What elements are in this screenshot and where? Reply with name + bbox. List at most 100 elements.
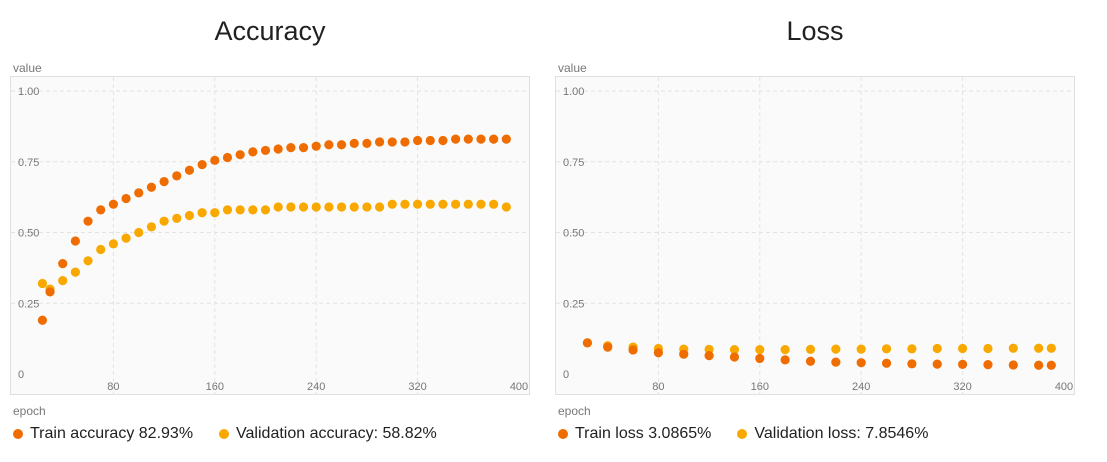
train-point bbox=[387, 137, 397, 147]
chart-title: Loss bbox=[786, 16, 844, 46]
y-tick-label: 1.00 bbox=[18, 86, 39, 98]
train-point bbox=[324, 140, 334, 150]
validation-point bbox=[463, 199, 473, 209]
x-tick-label: 160 bbox=[206, 381, 224, 393]
legend-dot-validation bbox=[737, 429, 748, 439]
train-point bbox=[134, 188, 144, 198]
validation-point bbox=[134, 227, 144, 238]
train-point bbox=[831, 357, 841, 367]
validation-point bbox=[83, 256, 93, 266]
validation-point bbox=[298, 202, 309, 212]
train-point bbox=[349, 138, 359, 148]
y-tick-label: 0 bbox=[18, 369, 24, 381]
train-point bbox=[603, 342, 613, 352]
y-tick-label: 0.75 bbox=[563, 157, 584, 169]
train-point bbox=[83, 216, 93, 226]
validation-point bbox=[248, 205, 258, 215]
validation-point bbox=[489, 199, 499, 209]
train-point bbox=[235, 150, 245, 160]
y-axis-label: value bbox=[558, 61, 587, 75]
validation-point bbox=[805, 344, 816, 354]
validation-point bbox=[907, 344, 917, 354]
legend-dot-train bbox=[558, 429, 568, 439]
train-point bbox=[489, 134, 499, 144]
validation-point bbox=[400, 199, 410, 209]
train-point bbox=[729, 352, 740, 362]
train-point bbox=[172, 171, 182, 181]
y-tick-label: 0.25 bbox=[18, 298, 39, 310]
train-point bbox=[311, 141, 321, 151]
train-point bbox=[108, 199, 118, 209]
train-point bbox=[907, 359, 917, 369]
train-point bbox=[286, 143, 296, 153]
train-point bbox=[438, 135, 448, 146]
train-point bbox=[159, 176, 169, 187]
train-point bbox=[425, 135, 435, 146]
train-point bbox=[374, 137, 385, 147]
validation-point bbox=[958, 343, 968, 354]
validation-point bbox=[501, 202, 511, 212]
train-point bbox=[932, 359, 942, 369]
x-axis-label: epoch bbox=[558, 404, 591, 418]
validation-point bbox=[184, 210, 195, 221]
train-point bbox=[121, 193, 131, 204]
train-point bbox=[958, 359, 968, 369]
x-tick-label: 80 bbox=[107, 381, 119, 393]
validation-point bbox=[425, 199, 435, 209]
validation-point bbox=[451, 199, 461, 209]
train-point bbox=[805, 356, 816, 366]
y-tick-label: 0 bbox=[563, 369, 569, 381]
train-point bbox=[881, 358, 892, 368]
legend-label-train: Train loss 3.0865% bbox=[575, 425, 712, 442]
train-point bbox=[413, 135, 423, 146]
train-point bbox=[96, 205, 106, 215]
y-tick-label: 0.75 bbox=[18, 157, 39, 169]
train-point bbox=[298, 143, 309, 153]
validation-point bbox=[70, 267, 80, 277]
accuracy-plot: 0 0.25 0.50 0.75 1.00 80 160 240 320 400 bbox=[10, 76, 530, 395]
validation-point bbox=[222, 205, 233, 215]
validation-point bbox=[1008, 343, 1018, 353]
train-point bbox=[70, 236, 80, 246]
validation-point bbox=[374, 202, 385, 212]
validation-point bbox=[1046, 343, 1056, 353]
validation-point bbox=[438, 199, 448, 209]
validation-point bbox=[362, 202, 372, 212]
y-tick-label: 0.50 bbox=[563, 228, 584, 240]
validation-point bbox=[235, 205, 245, 215]
validation-point bbox=[96, 244, 106, 255]
validation-point bbox=[108, 239, 118, 249]
validation-point bbox=[311, 202, 321, 212]
legend: Train accuracy 82.93% Validation accurac… bbox=[13, 425, 463, 443]
train-point bbox=[704, 351, 714, 361]
train-point bbox=[336, 140, 347, 150]
x-tick-label: 400 bbox=[510, 381, 528, 393]
validation-point bbox=[476, 199, 486, 209]
validation-point bbox=[58, 276, 68, 286]
validation-point bbox=[932, 343, 942, 354]
validation-point bbox=[755, 345, 765, 355]
validation-point bbox=[159, 216, 169, 226]
validation-point bbox=[831, 344, 841, 354]
y-axis-label: value bbox=[13, 61, 42, 75]
train-point bbox=[1046, 360, 1056, 370]
x-tick-label: 320 bbox=[408, 381, 426, 393]
chart-title: Accuracy bbox=[214, 16, 326, 46]
train-point bbox=[146, 182, 157, 192]
x-tick-label: 160 bbox=[751, 381, 769, 393]
train-point bbox=[184, 165, 195, 175]
legend-item: Validation accuracy: 58.82% bbox=[219, 425, 437, 443]
validation-point bbox=[387, 199, 397, 209]
train-point bbox=[755, 353, 765, 364]
train-point bbox=[222, 152, 233, 163]
validation-point bbox=[172, 213, 182, 223]
train-point bbox=[197, 159, 207, 170]
train-point bbox=[856, 358, 866, 368]
legend-label-validation: Validation loss: 7.8546% bbox=[754, 425, 929, 442]
train-point bbox=[58, 259, 68, 269]
x-axis-label: epoch bbox=[13, 404, 46, 418]
x-tick-label: 240 bbox=[307, 381, 325, 393]
train-point bbox=[248, 147, 258, 157]
legend-item: Train accuracy 82.93% bbox=[13, 425, 193, 443]
validation-point bbox=[729, 345, 740, 355]
